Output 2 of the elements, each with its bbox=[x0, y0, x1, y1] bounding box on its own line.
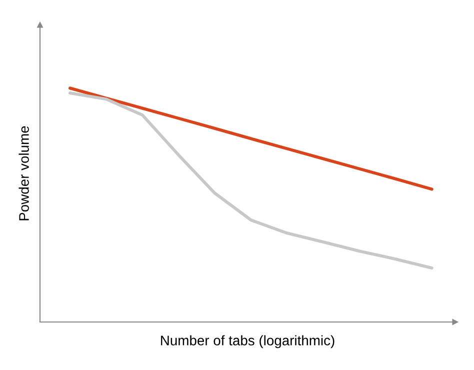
y-axis-title: Powder volume bbox=[18, 126, 29, 220]
x-axis-title: Number of tabs (logarithmic) bbox=[161, 335, 334, 348]
